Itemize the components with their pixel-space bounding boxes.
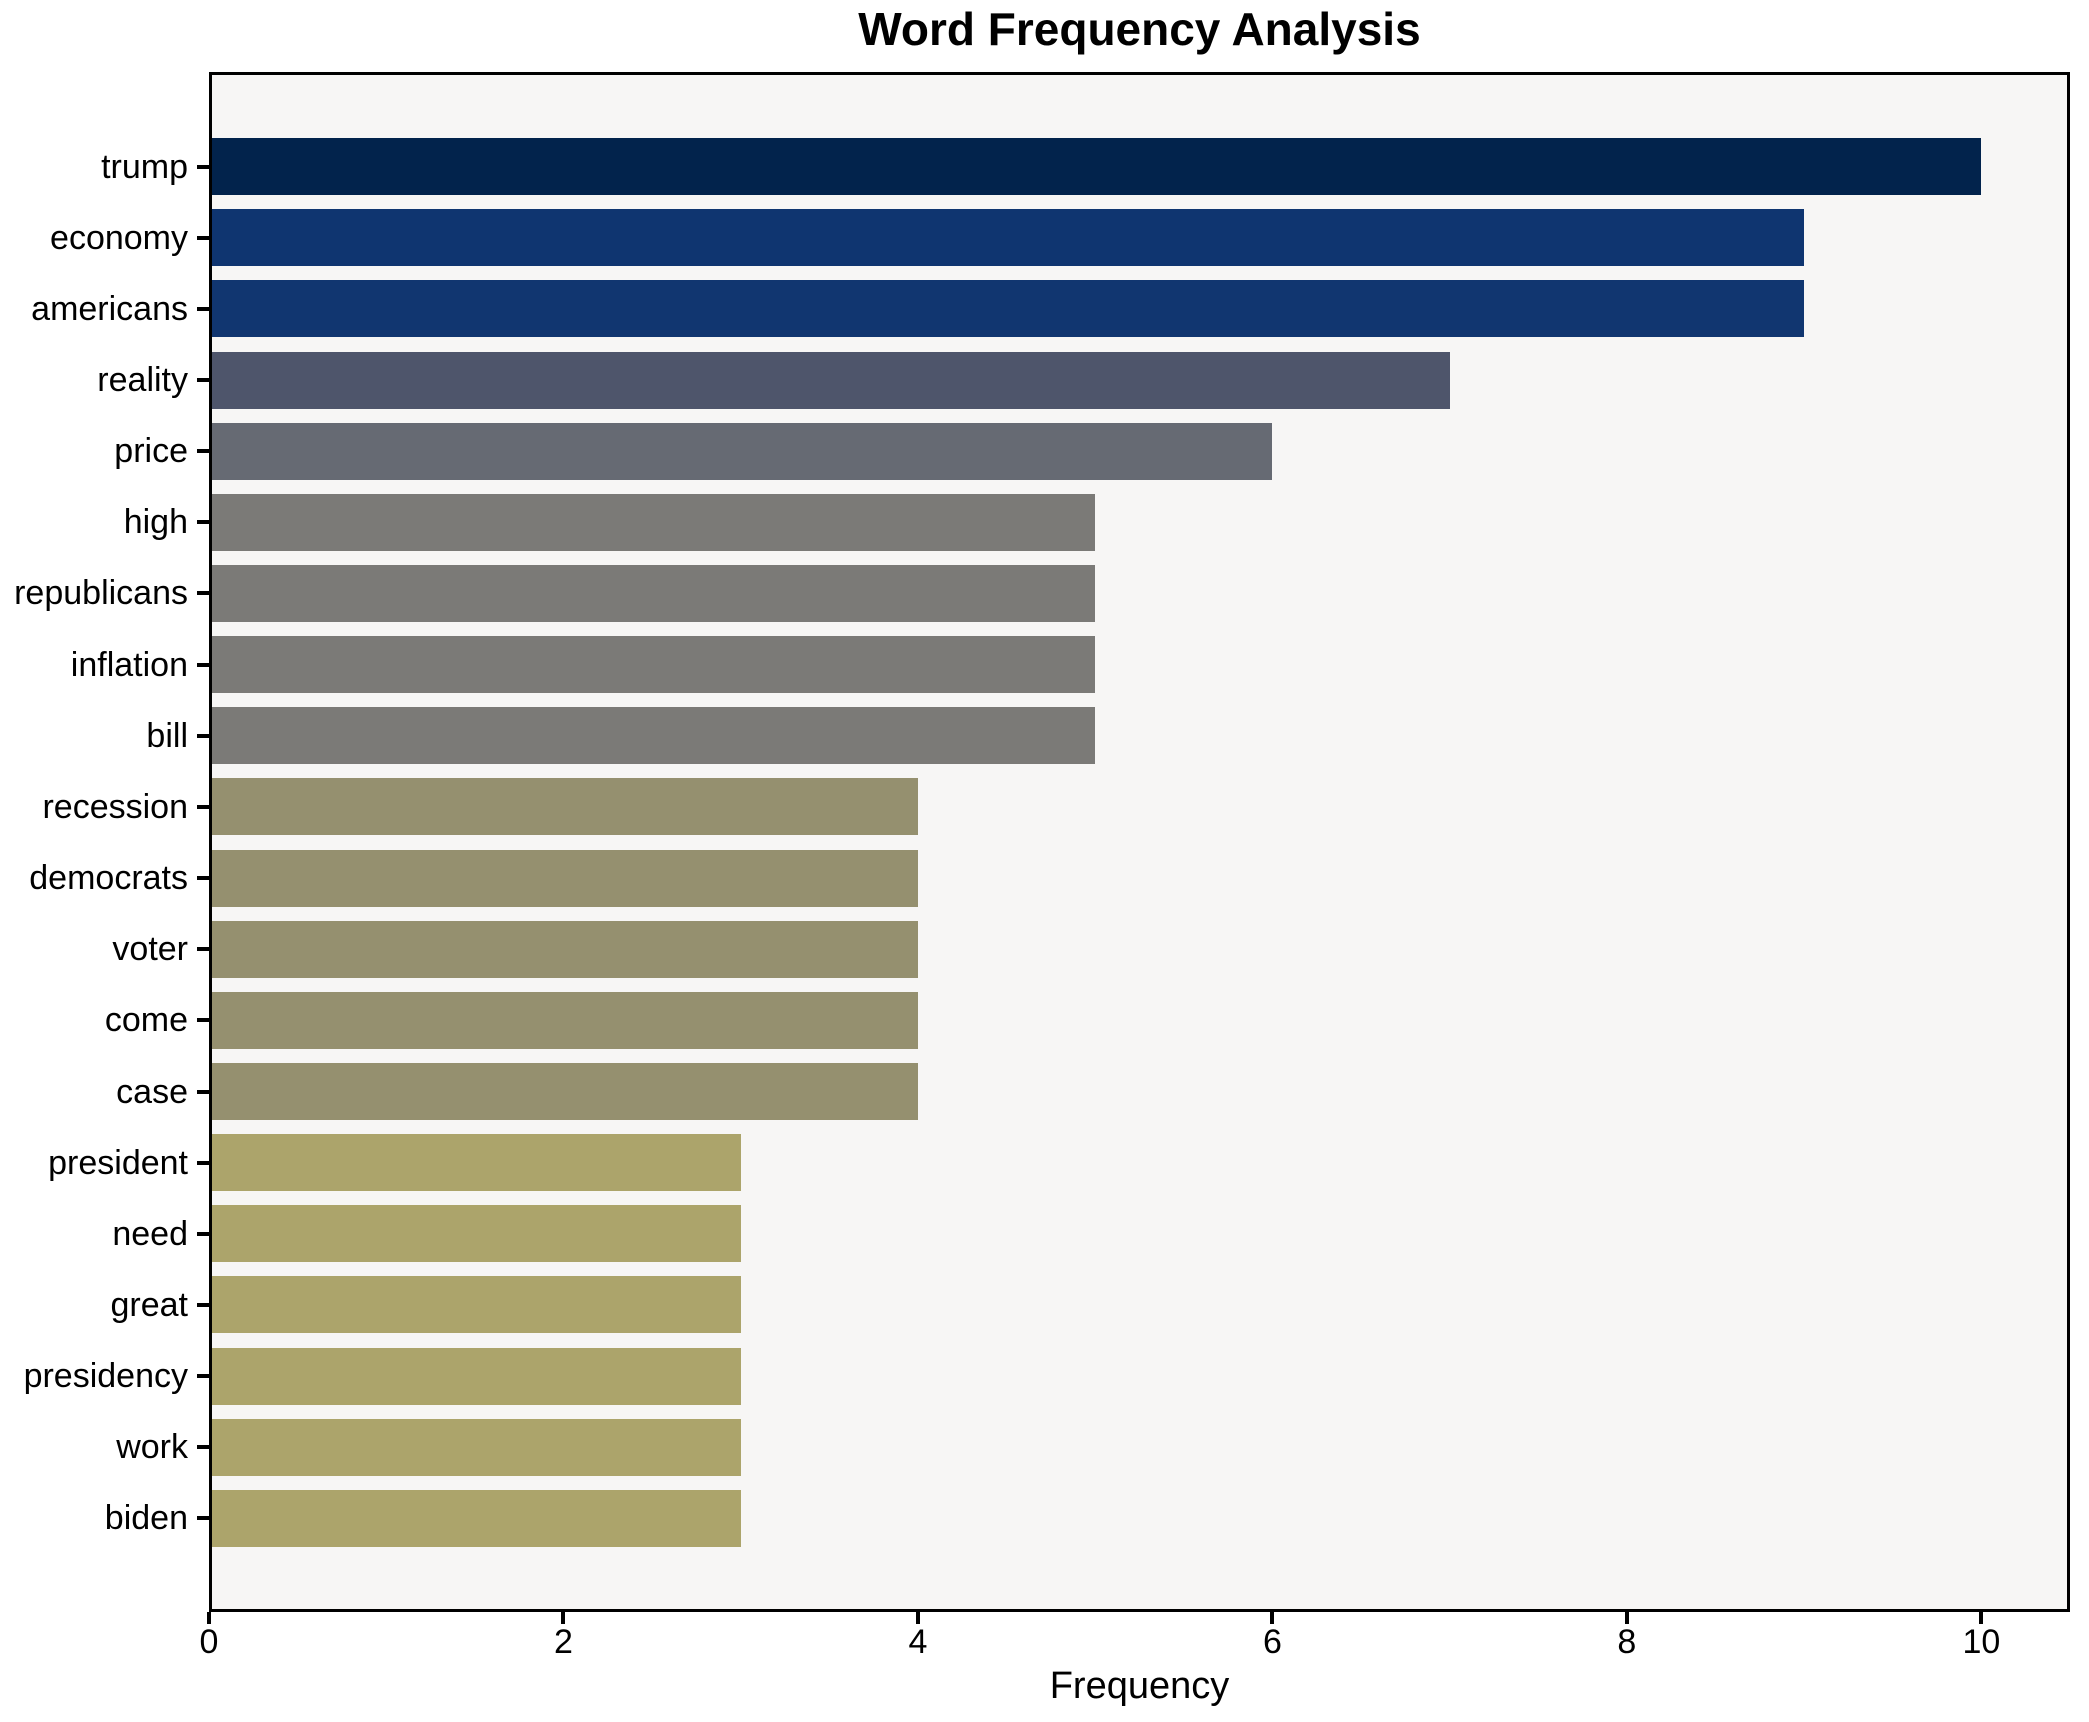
- bar-voter: [212, 920, 918, 978]
- x-tick-label: 10: [1962, 1623, 2001, 1661]
- bar-price: [212, 422, 1273, 480]
- y-tick: [197, 1302, 209, 1307]
- x-axis-label: Frequency: [1049, 1665, 1230, 1707]
- bar-inflation: [212, 636, 1096, 694]
- x-tick: [207, 1612, 211, 1624]
- bar-high: [212, 493, 1096, 551]
- x-tick: [1624, 1612, 1629, 1624]
- x-tick: [1979, 1612, 1984, 1624]
- y-tick-label: presidency: [23, 1357, 188, 1396]
- y-tick: [197, 1374, 209, 1379]
- bar-case: [212, 1063, 918, 1121]
- y-tick-label: recession: [42, 787, 188, 826]
- bar-come: [212, 991, 918, 1049]
- y-tick: [197, 1018, 209, 1023]
- bar-trump: [212, 138, 1982, 196]
- x-tick-label: 6: [1262, 1623, 1282, 1661]
- y-tick: [197, 520, 209, 525]
- y-tick: [197, 164, 209, 169]
- y-tick-label: bill: [146, 716, 188, 755]
- y-tick: [197, 1160, 209, 1165]
- y-tick-label: need: [112, 1214, 188, 1253]
- x-tick-label: 4: [908, 1623, 928, 1661]
- y-tick-label: voter: [112, 930, 188, 969]
- y-tick-label: trump: [101, 147, 188, 186]
- plot-area: [209, 72, 2070, 1612]
- y-tick-label: democrats: [29, 859, 188, 898]
- y-tick-label: biden: [104, 1499, 188, 1538]
- bar-recession: [212, 778, 918, 836]
- y-tick: [197, 876, 209, 881]
- chart-title: Word Frequency Analysis: [858, 3, 1421, 55]
- y-tick: [197, 378, 209, 383]
- x-tick-label: 0: [199, 1623, 219, 1661]
- bar-work: [212, 1418, 741, 1476]
- y-tick-label: reality: [97, 361, 188, 400]
- x-tick: [915, 1612, 920, 1624]
- y-tick: [197, 306, 209, 311]
- bar-bill: [212, 707, 1096, 765]
- bar-biden: [212, 1489, 741, 1547]
- y-tick: [197, 1231, 209, 1236]
- y-tick-label: economy: [50, 218, 188, 257]
- bar-republicans: [212, 564, 1096, 622]
- y-tick: [197, 449, 209, 454]
- bar-great: [212, 1276, 741, 1334]
- bar-democrats: [212, 849, 918, 907]
- y-tick-label: republicans: [14, 574, 188, 613]
- bar-presidency: [212, 1347, 741, 1405]
- y-tick-label: inflation: [70, 645, 188, 684]
- y-tick: [197, 1516, 209, 1521]
- y-tick: [197, 1445, 209, 1450]
- bar-president: [212, 1134, 741, 1192]
- y-tick-label: work: [116, 1428, 188, 1467]
- y-tick-label: great: [110, 1285, 189, 1324]
- y-tick-label: high: [123, 503, 188, 542]
- y-tick: [197, 1089, 209, 1094]
- bar-need: [212, 1205, 741, 1263]
- y-tick-label: price: [114, 432, 188, 471]
- y-tick: [197, 662, 209, 667]
- y-tick: [197, 733, 209, 738]
- y-tick: [197, 591, 209, 596]
- x-tick: [1270, 1612, 1275, 1624]
- bar-americans: [212, 280, 1805, 338]
- x-tick-label: 8: [1617, 1623, 1637, 1661]
- y-tick-label: case: [116, 1072, 188, 1111]
- x-tick: [561, 1612, 566, 1624]
- y-tick: [197, 947, 209, 952]
- y-tick-label: americans: [31, 289, 188, 328]
- y-tick-label: president: [48, 1143, 188, 1182]
- x-tick-label: 2: [554, 1623, 573, 1661]
- y-tick-label: come: [104, 1001, 188, 1040]
- bar-reality: [212, 351, 1450, 409]
- bar-economy: [212, 209, 1805, 267]
- y-tick: [197, 235, 209, 240]
- y-tick: [197, 804, 209, 809]
